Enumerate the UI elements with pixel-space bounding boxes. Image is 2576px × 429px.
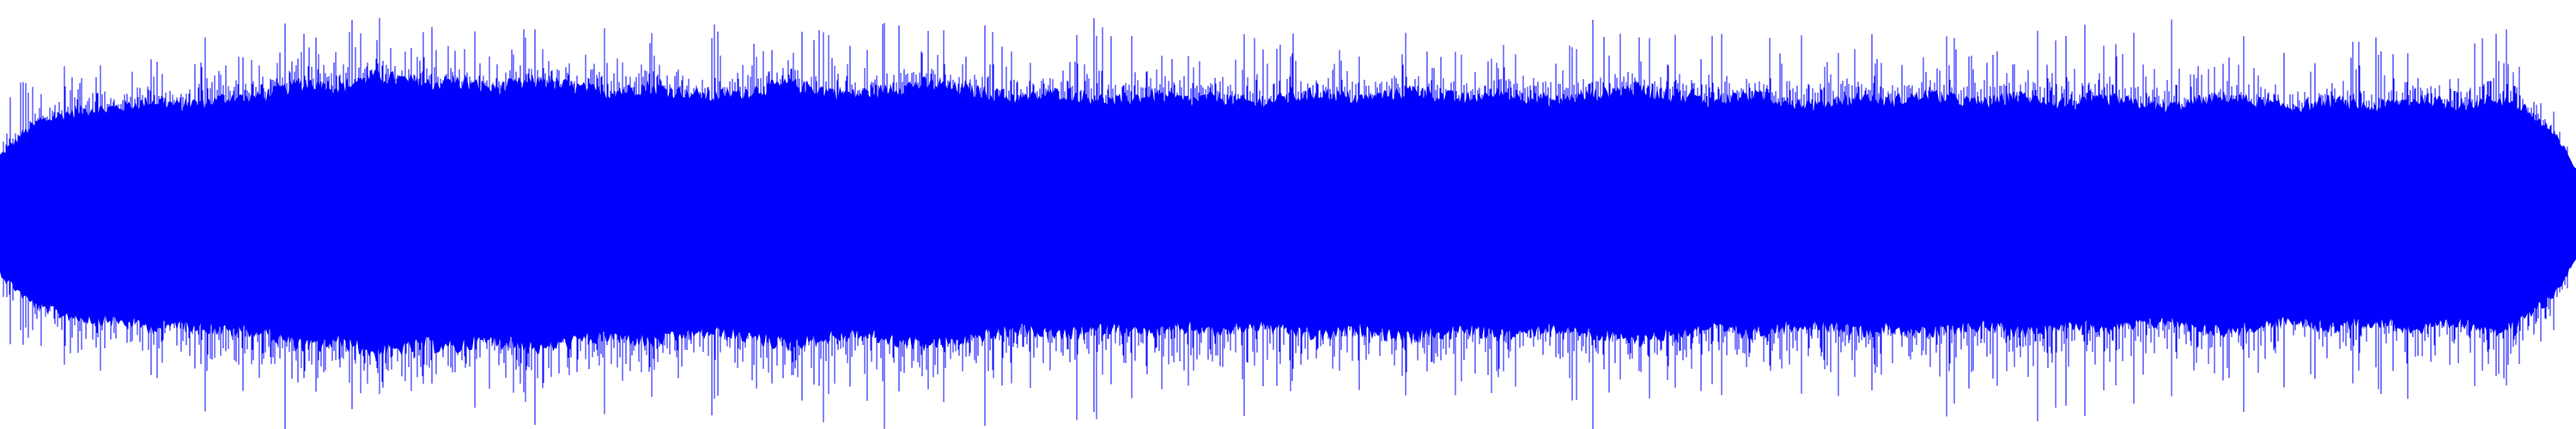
waveform-body [0,68,2576,361]
